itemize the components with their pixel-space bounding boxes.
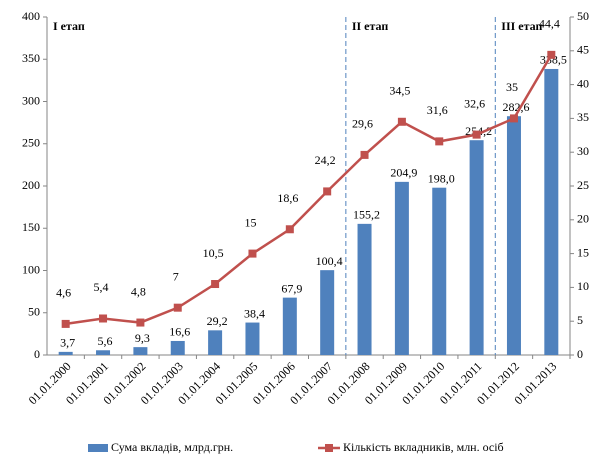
line-marker	[547, 50, 556, 59]
bar	[96, 350, 111, 355]
bar	[432, 187, 447, 355]
line-value-label: 15	[244, 215, 256, 229]
bar	[170, 340, 185, 355]
bar	[245, 322, 260, 355]
line-value-label: 24,2	[315, 153, 336, 167]
line-value-label: 29,6	[352, 117, 373, 131]
line-value-label: 7	[173, 269, 179, 283]
bar	[544, 68, 559, 355]
bar-value-label: 204,9	[390, 166, 417, 180]
line-value-label: 35	[506, 80, 518, 94]
line-marker	[360, 150, 369, 159]
bar-value-label: 100,4	[316, 254, 343, 268]
bar-value-label: 16,6	[169, 325, 190, 339]
line-value-label: 4,6	[56, 286, 71, 300]
line-value-label: 34,5	[389, 84, 410, 98]
line-value-label: 44,4	[539, 17, 560, 31]
y2-tick-label: 50	[577, 9, 589, 23]
bar	[320, 270, 335, 355]
line-value-label: 10,5	[203, 246, 224, 260]
line-value-label: 5,4	[94, 280, 109, 294]
phase-label: II етап	[352, 19, 389, 33]
y2-tick-label: 20	[577, 212, 589, 226]
legend-swatch	[88, 444, 108, 452]
bar	[208, 330, 223, 355]
y-tick-label: 150	[22, 220, 40, 234]
bar-value-label: 282,6	[502, 100, 529, 114]
bar-value-label: 29,2	[207, 314, 228, 328]
y-tick-label: 350	[22, 51, 40, 65]
line-marker	[285, 225, 294, 234]
y-tick-label: 400	[22, 9, 40, 23]
y-tick-label: 100	[22, 262, 40, 276]
y-tick-label: 200	[22, 178, 40, 192]
line-marker	[472, 130, 481, 139]
y2-tick-label: 40	[577, 76, 589, 90]
line-value-label: 18,6	[277, 191, 298, 205]
y2-tick-label: 10	[577, 279, 589, 293]
line-marker	[248, 249, 257, 258]
line-marker	[136, 318, 145, 327]
bar-value-label: 198,0	[428, 171, 455, 185]
line	[65, 54, 553, 326]
phase-label: III етап	[501, 19, 542, 33]
bar-value-label: 9,3	[135, 331, 150, 345]
y-tick-label: 300	[22, 93, 40, 107]
bar	[282, 297, 297, 355]
y2-tick-label: 30	[577, 144, 589, 158]
bar-value-label: 155,2	[353, 208, 380, 222]
legend-label: Кількість вкладників, млн. осіб	[343, 440, 504, 454]
bar	[394, 181, 409, 355]
line-marker	[99, 314, 108, 323]
y-tick-label: 0	[34, 347, 40, 361]
y2-tick-label: 15	[577, 245, 589, 259]
y2-tick-label: 0	[577, 347, 583, 361]
y-tick-label: 50	[28, 305, 40, 319]
bar-value-label: 67,9	[281, 281, 302, 295]
line-marker	[323, 187, 332, 196]
bar	[469, 140, 484, 355]
line-marker	[397, 117, 406, 126]
y-tick-label: 250	[22, 136, 40, 150]
bar-value-label: 3,7	[60, 336, 75, 350]
bar	[357, 223, 372, 355]
line-marker	[509, 114, 518, 123]
bar	[58, 351, 73, 355]
y2-tick-label: 35	[577, 110, 589, 124]
line-value-label: 4,8	[131, 284, 146, 298]
line-marker	[435, 137, 444, 146]
phase-label: I етап	[53, 19, 85, 33]
bar-value-label: 5,6	[98, 334, 113, 348]
y2-tick-label: 5	[577, 313, 583, 327]
bar	[133, 347, 148, 355]
line-value-label: 32,6	[464, 96, 485, 110]
legend-label: Сума вкладів, млрд.грн.	[111, 440, 233, 454]
y2-tick-label: 25	[577, 178, 589, 192]
bar	[506, 116, 521, 355]
line-value-label: 31,6	[427, 103, 448, 117]
line-marker	[211, 280, 220, 289]
y2-tick-label: 45	[577, 43, 589, 57]
bar-value-label: 38,4	[244, 306, 265, 320]
line-marker	[61, 319, 70, 328]
legend-swatch	[325, 444, 333, 452]
line-marker	[173, 303, 182, 312]
